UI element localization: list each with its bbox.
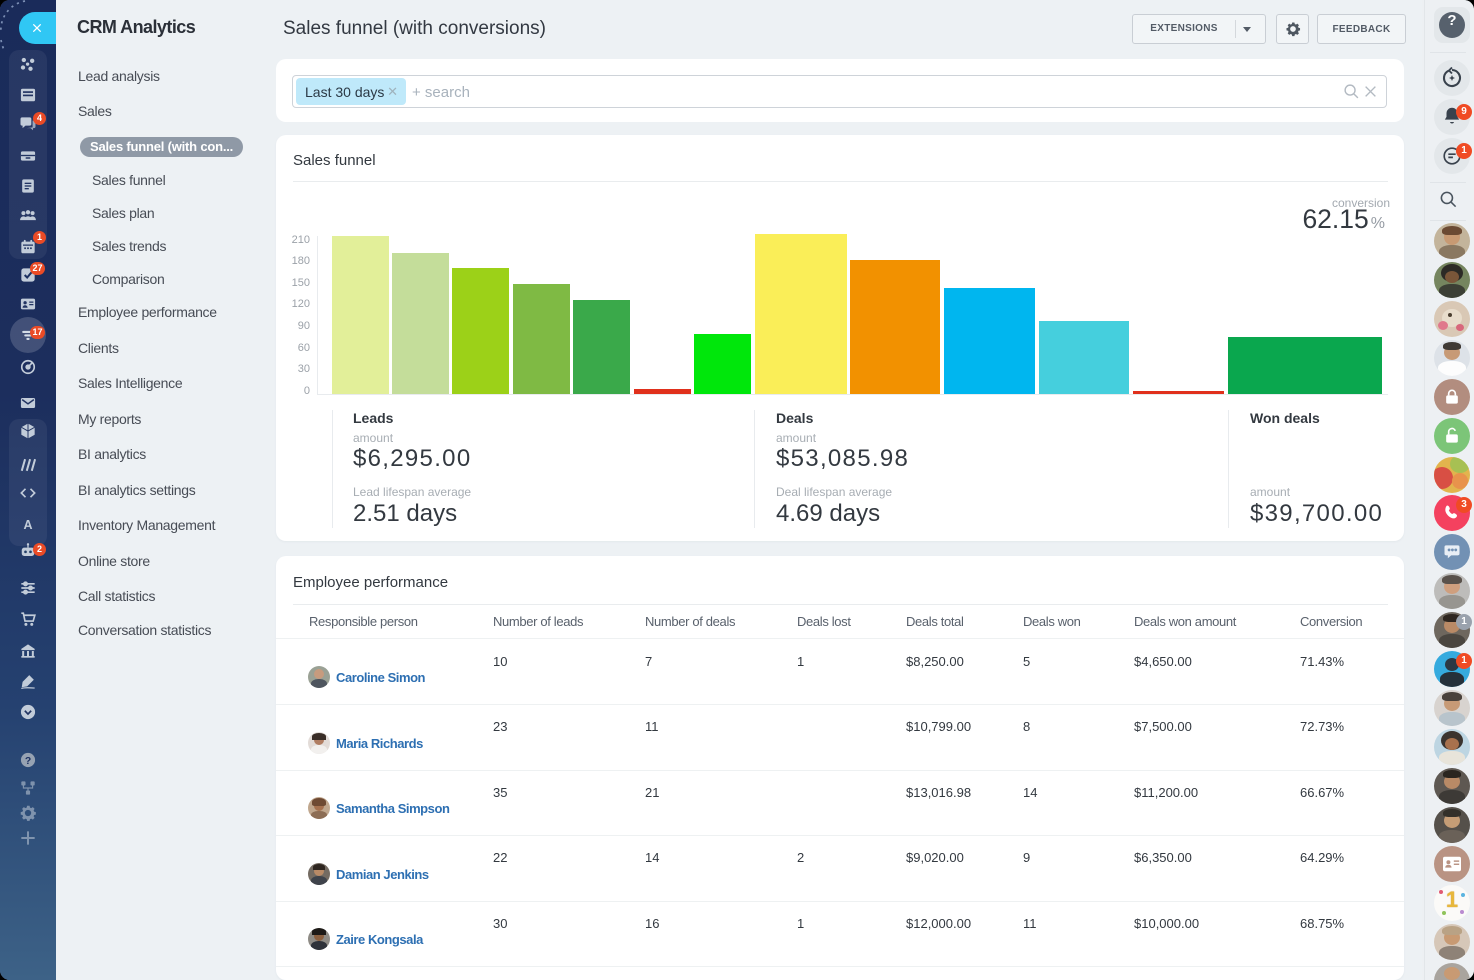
svg-text:A: A — [23, 518, 32, 532]
svg-text:?: ? — [25, 756, 31, 767]
